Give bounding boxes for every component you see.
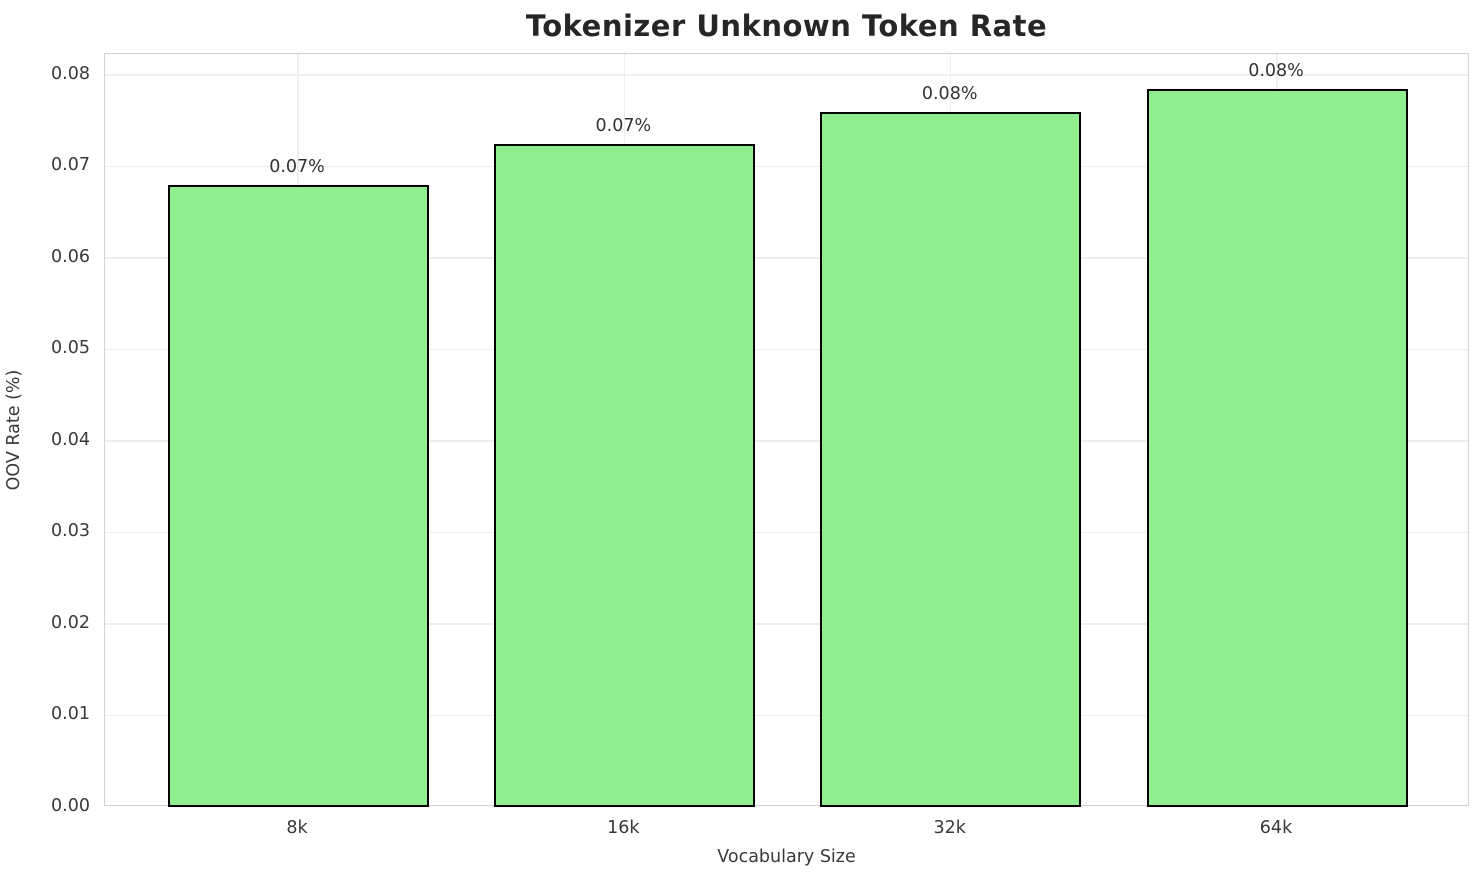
bar-8k xyxy=(167,184,429,807)
y-tick-label: 0.04 xyxy=(51,429,90,450)
y-tick-label: 0.01 xyxy=(51,704,90,724)
y-tick-label: 0.00 xyxy=(51,795,90,816)
y-gridline xyxy=(105,531,1468,534)
x-tick-label: 64k xyxy=(1259,818,1293,838)
x-axis-label: Vocabulary Size xyxy=(717,847,856,867)
x-tick-label: 16k xyxy=(607,818,640,838)
y-tick-label: 0.06 xyxy=(51,246,90,267)
x-tick-label: 32k xyxy=(933,818,966,838)
bar-32k xyxy=(820,111,1082,807)
y-gridline xyxy=(105,165,1468,168)
y-gridline xyxy=(105,623,1468,625)
y-tick-label: 0.03 xyxy=(51,521,90,542)
plot-area xyxy=(104,53,1469,807)
bar-64k xyxy=(1146,88,1408,807)
y-gridline xyxy=(105,348,1468,351)
y-tick-label: 0.07 xyxy=(51,155,90,176)
y-gridline xyxy=(105,440,1468,442)
chart-title: Tokenizer Unknown Token Rate xyxy=(525,9,1048,43)
y-gridline xyxy=(105,257,1468,259)
y-tick-label: 0.02 xyxy=(51,612,90,633)
bar-value-label: 0.07% xyxy=(269,156,325,177)
bar-value-label: 0.08% xyxy=(921,83,978,104)
x-tick-label: 8k xyxy=(286,818,308,838)
y-tick-label: 0.08 xyxy=(51,63,90,84)
y-axis-label: OOV Rate (%) xyxy=(4,369,24,491)
y-tick-label: 0.05 xyxy=(51,338,90,359)
y-gridline xyxy=(105,74,1468,76)
bar-16k xyxy=(493,143,755,807)
bar-value-label: 0.08% xyxy=(1248,60,1304,81)
y-gridline xyxy=(105,714,1468,717)
bar-value-label: 0.07% xyxy=(595,115,652,136)
